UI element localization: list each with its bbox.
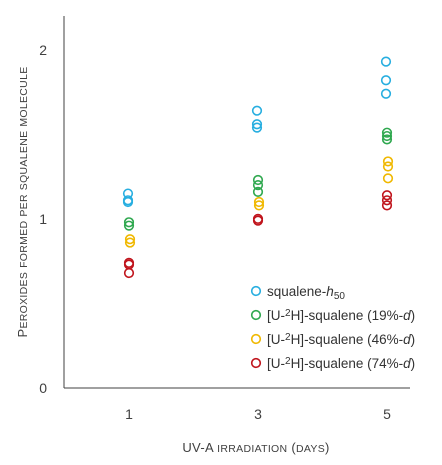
data-point [381, 200, 393, 211]
legend: squalene-h50 [U-2H]-squalene (19%-d) [U-2H… [250, 284, 415, 371]
x-axis-title: UV-A IRRADIATION (DAYS) [182, 440, 329, 455]
data-point [124, 234, 136, 245]
data-point [251, 105, 263, 116]
data-point [251, 119, 263, 130]
data-point [381, 130, 393, 142]
y-tick-label: 2 [39, 42, 47, 58]
data-point [253, 200, 265, 211]
y-tick-labels: 0 1 2 [39, 42, 47, 396]
legend-marker [250, 309, 262, 321]
legend-entry: [U-2H]-squalene (74%-d) [267, 356, 415, 371]
x-tick-labels: 1 3 5 [125, 406, 391, 422]
x-tick-label: 5 [383, 406, 391, 422]
data-point [252, 179, 264, 191]
data-point [252, 215, 264, 226]
y-axis-title: PEROXIDES FORMED PER SQUALENE MOLECULE [15, 66, 30, 337]
data-point [123, 217, 135, 228]
data-point [381, 190, 393, 201]
data-point [124, 237, 136, 248]
legend-entry: [U-2H]-squalene (19%-d) [267, 308, 415, 323]
legend-marker [250, 333, 262, 345]
data-point [252, 174, 264, 186]
data-point [251, 122, 263, 133]
data-point [381, 195, 393, 206]
x-tick-label: 3 [254, 406, 262, 422]
legend-entry: squalene-h50 [267, 284, 345, 302]
data-point [380, 75, 392, 86]
data-point [380, 56, 392, 67]
data-point [382, 156, 394, 167]
legend-marker [250, 357, 262, 369]
data-point [380, 88, 392, 99]
data-point [123, 220, 135, 231]
data-point [381, 127, 393, 138]
data-point [382, 161, 394, 172]
legend-marker [250, 285, 262, 297]
x-tick-label: 1 [125, 406, 133, 422]
data-points [122, 56, 394, 279]
data-point [382, 173, 394, 184]
data-point [123, 267, 135, 279]
axes [63, 16, 410, 389]
legend-entry: [U-2H]-squalene (46%-d) [267, 332, 415, 347]
y-tick-label: 0 [39, 380, 47, 396]
data-point [381, 134, 393, 145]
data-point [122, 196, 134, 208]
data-point [252, 186, 264, 197]
data-point [253, 196, 265, 208]
y-tick-label: 1 [39, 211, 47, 227]
